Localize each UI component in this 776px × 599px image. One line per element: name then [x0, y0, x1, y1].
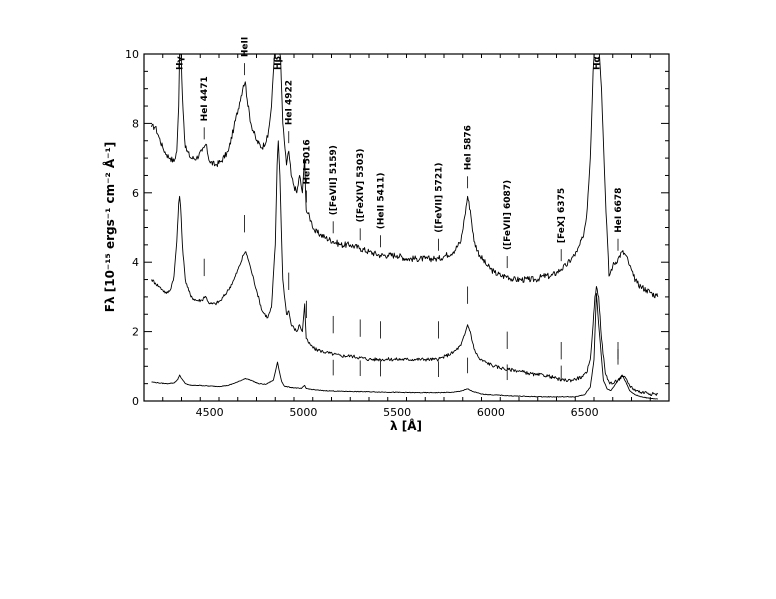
- line-label: Hα: [592, 56, 602, 70]
- line-label: HeI 6678: [614, 188, 624, 233]
- y-axis-title: Fλ [10⁻¹⁵ ergs⁻¹ cm⁻² Å⁻¹]: [102, 142, 117, 312]
- x-tick-label: 5000: [289, 406, 317, 419]
- upper-spectrum-line: [151, 53, 659, 299]
- middle-spectrum-line: [151, 140, 659, 396]
- line-label: Hβ: [273, 55, 283, 70]
- line-label: HeI 4471: [200, 76, 210, 121]
- line-label: ([FeVII] 6087): [503, 180, 513, 250]
- y-tick-label: 6: [132, 187, 139, 200]
- line-label: HeI 5876: [464, 125, 474, 170]
- series-layer: [151, 53, 659, 400]
- y-tick-label: 4: [132, 256, 139, 269]
- line-label: [FeX] 6375: [557, 188, 567, 243]
- line-label: ([FeVII] 5721): [435, 163, 445, 233]
- y-tick-label: 10: [125, 48, 139, 61]
- y-axis: 0 2 4 6 8 10: [125, 48, 669, 408]
- y-tick-label: 8: [132, 117, 139, 130]
- plot-frame: [143, 53, 670, 402]
- y-tick-label: 2: [132, 326, 139, 339]
- line-label: HeI 5016: [302, 139, 312, 184]
- line-label: Hγ: [176, 56, 186, 70]
- line-label: (HeII 5411): [376, 173, 386, 230]
- line-label: ([FeXIV] 5303): [356, 149, 366, 223]
- line-label: HeI 4922: [285, 80, 295, 125]
- x-tick-label: 6500: [571, 406, 599, 419]
- x-tick-label: 6000: [477, 406, 505, 419]
- x-axis: 4500 5000 5500 6000 6500: [143, 54, 670, 419]
- y-tick-label: 0: [132, 395, 139, 408]
- line-label: ([FeVII] 5159): [329, 145, 339, 215]
- x-axis-title: λ [Å]: [390, 418, 422, 433]
- x-tick-label: 5500: [383, 406, 411, 419]
- x-tick-label: 4500: [196, 406, 224, 419]
- lower-spectrum-line: [151, 292, 659, 400]
- line-label: HeII: [241, 37, 251, 57]
